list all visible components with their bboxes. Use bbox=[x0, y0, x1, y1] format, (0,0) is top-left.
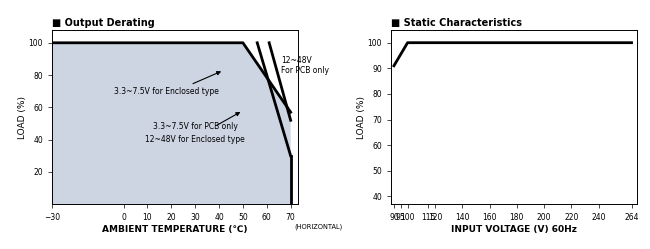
Text: ■ Output Derating: ■ Output Derating bbox=[52, 18, 155, 28]
Text: ■ Static Characteristics: ■ Static Characteristics bbox=[391, 18, 522, 28]
Y-axis label: LOAD (%): LOAD (%) bbox=[358, 96, 367, 138]
Y-axis label: LOAD (%): LOAD (%) bbox=[18, 96, 27, 138]
Text: (HORIZONTAL): (HORIZONTAL) bbox=[294, 224, 343, 230]
X-axis label: INPUT VOLTAGE (V) 60Hz: INPUT VOLTAGE (V) 60Hz bbox=[451, 225, 577, 234]
Text: 12~48V
For PCB only: 12~48V For PCB only bbox=[281, 56, 329, 75]
Text: 3.3~7.5V for Enclosed type: 3.3~7.5V for Enclosed type bbox=[114, 87, 219, 96]
Text: 3.3~7.5V for PCB only: 3.3~7.5V for PCB only bbox=[153, 122, 238, 131]
Text: 12~48V for Enclosed type: 12~48V for Enclosed type bbox=[146, 135, 245, 144]
Polygon shape bbox=[52, 43, 291, 204]
X-axis label: AMBIENT TEMPERATURE (℃): AMBIENT TEMPERATURE (℃) bbox=[102, 225, 248, 234]
